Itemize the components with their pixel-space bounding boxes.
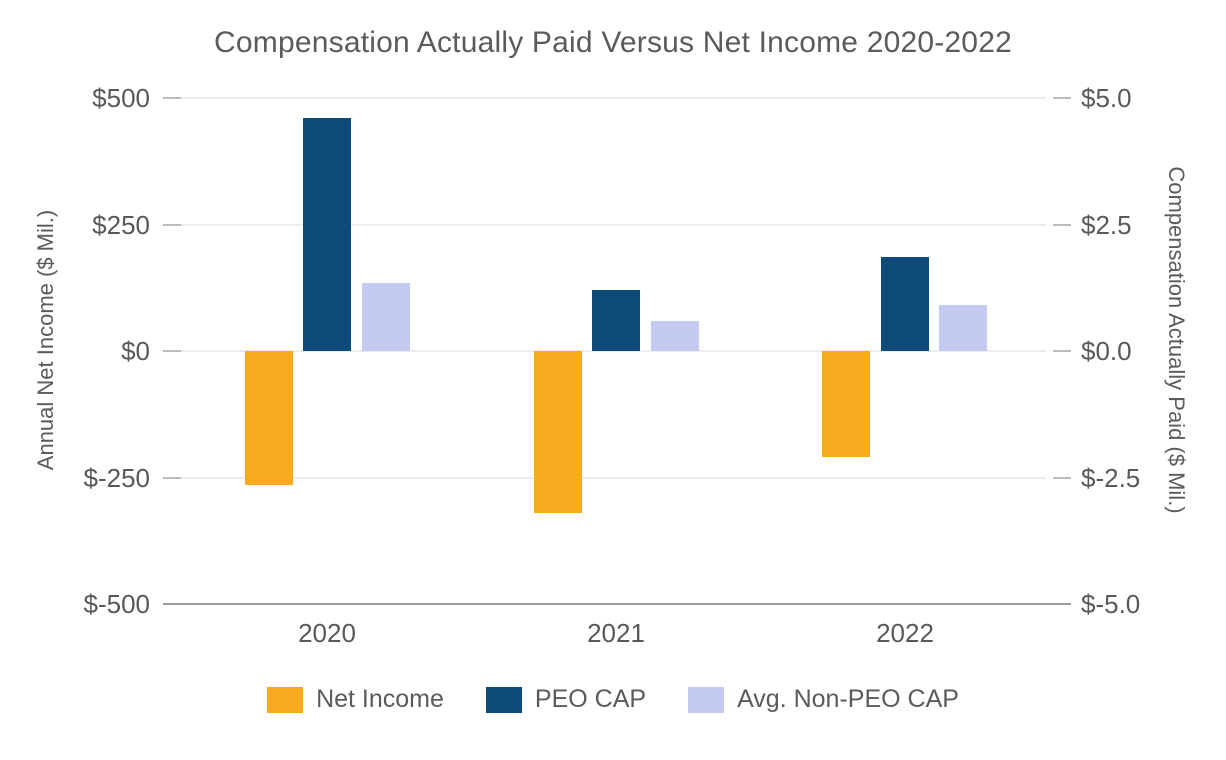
right-tick-mark — [1053, 350, 1071, 352]
legend: Net Income PEO CAP Avg. Non-PEO CAP — [130, 685, 1096, 714]
legend-item-peo-cap: PEO CAP — [485, 685, 647, 714]
right-tick-mark — [1053, 223, 1071, 226]
legend-swatch-net-income — [267, 686, 304, 713]
right-tick-label: $-5.0 — [1081, 589, 1141, 619]
right-tick-label: $5.0 — [1081, 83, 1132, 113]
right-tick-label: $0.0 — [1081, 336, 1132, 366]
left-tick-mark — [163, 476, 181, 479]
bar-net-income-2021 — [534, 351, 582, 513]
right-tick-label: $-2.5 — [1081, 462, 1141, 493]
bar-peo-cap-2020 — [303, 118, 351, 351]
left-tick-mark — [163, 223, 181, 226]
gridline — [180, 350, 1046, 352]
x-axis-line — [163, 603, 1071, 605]
legend-label: Avg. Non-PEO CAP — [737, 685, 959, 713]
left-tick-mark — [163, 350, 181, 352]
chart-title: Compensation Actually Paid Versus Net In… — [214, 26, 1012, 59]
right-tick-label: $2.5 — [1081, 209, 1132, 240]
legend-swatch-avg-non-peo-cap — [688, 686, 725, 713]
x-tick-label-2022: 2022 — [876, 618, 934, 648]
x-tick-label-2020: 2020 — [298, 618, 356, 648]
x-tick-label-2021: 2021 — [587, 618, 645, 648]
right-tick-mark — [1053, 97, 1071, 99]
left-tick-label: $-250 — [83, 462, 151, 493]
bar-peo-cap-2021 — [592, 290, 640, 351]
left-tick-label: $-500 — [83, 589, 151, 619]
right-tick-mark — [1053, 476, 1071, 479]
legend-item-net-income: Net Income — [267, 685, 444, 714]
legend-label: Net Income — [316, 685, 444, 713]
left-tick-label: $0 — [121, 336, 150, 366]
legend-label: PEO CAP — [534, 685, 647, 713]
left-tick-label: $250 — [92, 209, 150, 240]
gridline — [180, 97, 1046, 99]
left-tick-label: $500 — [92, 83, 150, 113]
gridline — [180, 476, 1046, 479]
bar-net-income-2022 — [822, 351, 870, 457]
legend-swatch-peo-cap — [485, 686, 522, 713]
bar-peo-cap-2022 — [881, 257, 929, 351]
gridline — [180, 223, 1046, 226]
left-tick-mark — [163, 97, 181, 99]
bar-avg-non-peo-cap-2020 — [362, 283, 410, 351]
bar-avg-non-peo-cap-2022 — [939, 305, 987, 351]
bar-net-income-2020 — [245, 351, 293, 485]
bar-avg-non-peo-cap-2021 — [651, 321, 699, 351]
legend-item-avg-non-peo-cap: Avg. Non-PEO CAP — [688, 685, 959, 714]
